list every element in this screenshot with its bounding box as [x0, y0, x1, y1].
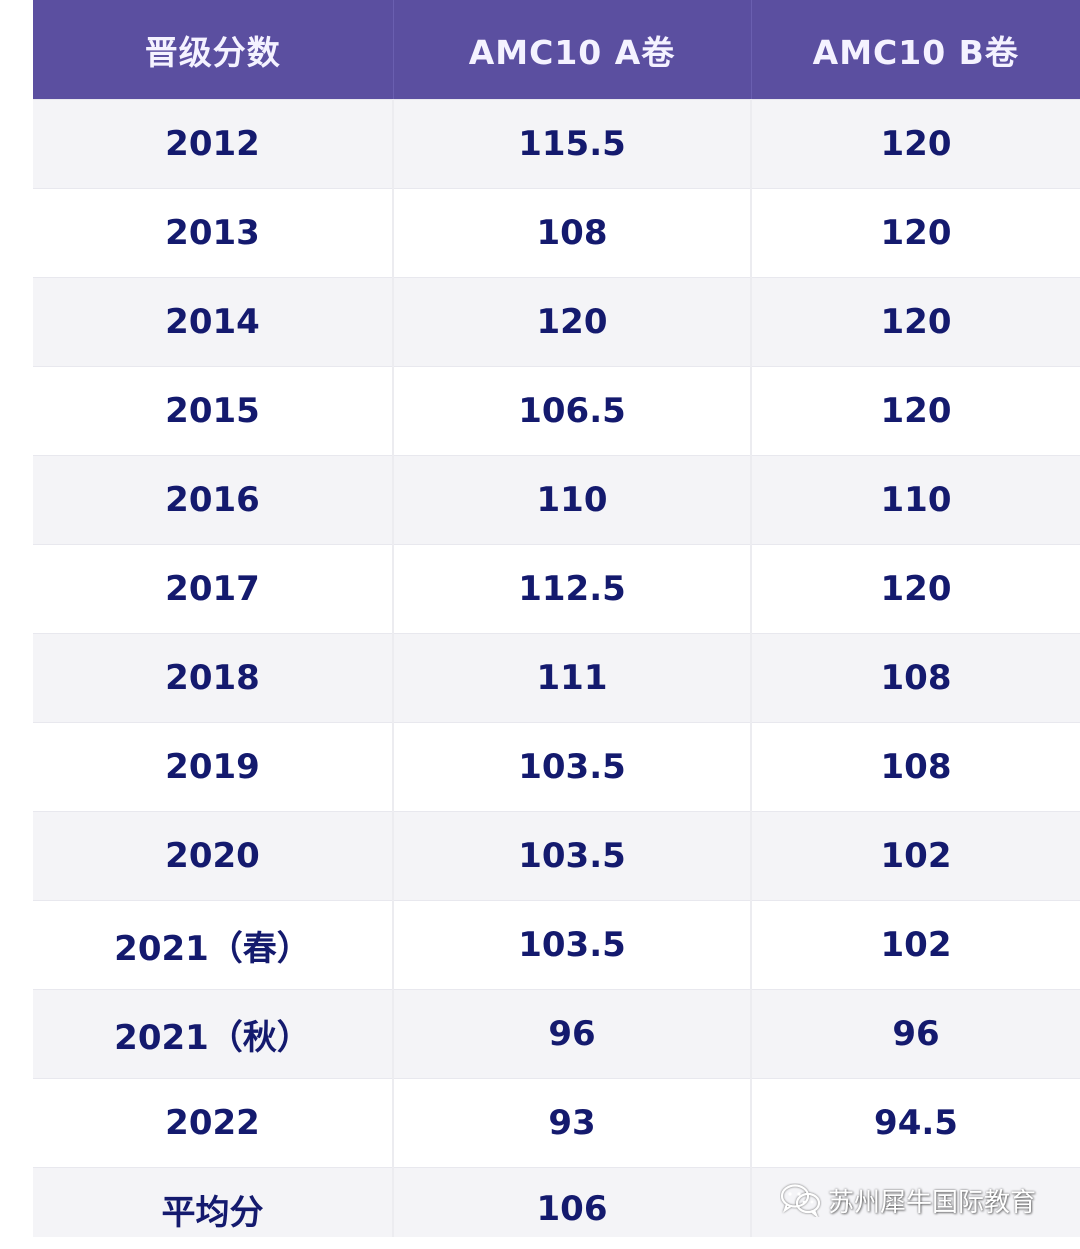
- amc10-a-score-cell: 110: [393, 455, 752, 545]
- amc10-b-score-cell: 102: [751, 900, 1080, 990]
- amc10-a-score-cell: 115.5: [393, 99, 752, 189]
- table-row: 2018 111 108: [33, 633, 1080, 723]
- table-row: 2016 110 110: [33, 455, 1080, 545]
- amc10-a-score-cell: 93: [393, 1078, 752, 1168]
- amc10-b-score-cell: 102: [751, 811, 1080, 901]
- year-cell: 2018: [33, 633, 394, 723]
- table-row: 2014 120 120: [33, 277, 1080, 367]
- amc10-b-score-cell: 108: [751, 633, 1080, 723]
- amc10-a-score-cell: 108: [393, 188, 752, 278]
- header-cell-amc10-b: AMC10 B卷: [751, 0, 1080, 100]
- amc10-b-score-cell: 94.5: [751, 1078, 1080, 1168]
- table-row: 2017 112.5 120: [33, 544, 1080, 634]
- score-table: 晋级分数 AMC10 A卷 AMC10 B卷 2012 115.5 120 20…: [33, 0, 1080, 1237]
- year-cell: 2014: [33, 277, 394, 367]
- score-table-container: 晋级分数 AMC10 A卷 AMC10 B卷 2012 115.5 120 20…: [33, 0, 1080, 1237]
- year-cell: 2020: [33, 811, 394, 901]
- amc10-a-score-cell: 103.5: [393, 900, 752, 990]
- year-cell: 2021（秋）: [33, 989, 394, 1079]
- amc10-a-score-cell: 106.5: [393, 366, 752, 456]
- table-row: 2019 103.5 108: [33, 722, 1080, 812]
- amc10-a-score-cell: 103.5: [393, 811, 752, 901]
- amc10-a-score-cell: 96: [393, 989, 752, 1079]
- table-row: 2020 103.5 102: [33, 811, 1080, 901]
- amc10-b-score-cell: 108: [751, 722, 1080, 812]
- table-body: 2012 115.5 120 2013 108 120 2014 120 120…: [33, 99, 1080, 1237]
- amc10-a-score-cell: 120: [393, 277, 752, 367]
- amc10-a-average-cell: 106: [393, 1167, 752, 1237]
- table-row: 2022 93 94.5: [33, 1078, 1080, 1168]
- year-cell: 2019: [33, 722, 394, 812]
- year-cell: 2012: [33, 99, 394, 189]
- year-cell: 2022: [33, 1078, 394, 1168]
- table-row: 2015 106.5 120: [33, 366, 1080, 456]
- amc10-a-score-cell: 111: [393, 633, 752, 723]
- table-row: 2021（秋） 96 96: [33, 989, 1080, 1079]
- table-row: 2012 115.5 120: [33, 99, 1080, 189]
- amc10-a-score-cell: 103.5: [393, 722, 752, 812]
- amc10-b-average-cell: [751, 1167, 1080, 1237]
- year-cell: 2021（春）: [33, 900, 394, 990]
- header-cell-level-score: 晋级分数: [33, 0, 394, 100]
- header-row: 晋级分数 AMC10 A卷 AMC10 B卷: [33, 0, 1080, 100]
- amc10-b-score-cell: 120: [751, 366, 1080, 456]
- table-header: 晋级分数 AMC10 A卷 AMC10 B卷: [33, 0, 1080, 100]
- table-row: 2021（春） 103.5 102: [33, 900, 1080, 990]
- amc10-b-score-cell: 96: [751, 989, 1080, 1079]
- amc10-b-score-cell: 120: [751, 277, 1080, 367]
- amc10-b-score-cell: 120: [751, 99, 1080, 189]
- year-cell: 2017: [33, 544, 394, 634]
- amc10-b-score-cell: 120: [751, 544, 1080, 634]
- year-cell: 2015: [33, 366, 394, 456]
- year-cell: 2016: [33, 455, 394, 545]
- year-cell: 2013: [33, 188, 394, 278]
- amc10-a-score-cell: 112.5: [393, 544, 752, 634]
- amc10-b-score-cell: 110: [751, 455, 1080, 545]
- amc10-b-score-cell: 120: [751, 188, 1080, 278]
- average-row: 平均分 106: [33, 1167, 1080, 1237]
- header-cell-amc10-a: AMC10 A卷: [393, 0, 752, 100]
- average-label-cell: 平均分: [33, 1167, 394, 1237]
- table-row: 2013 108 120: [33, 188, 1080, 278]
